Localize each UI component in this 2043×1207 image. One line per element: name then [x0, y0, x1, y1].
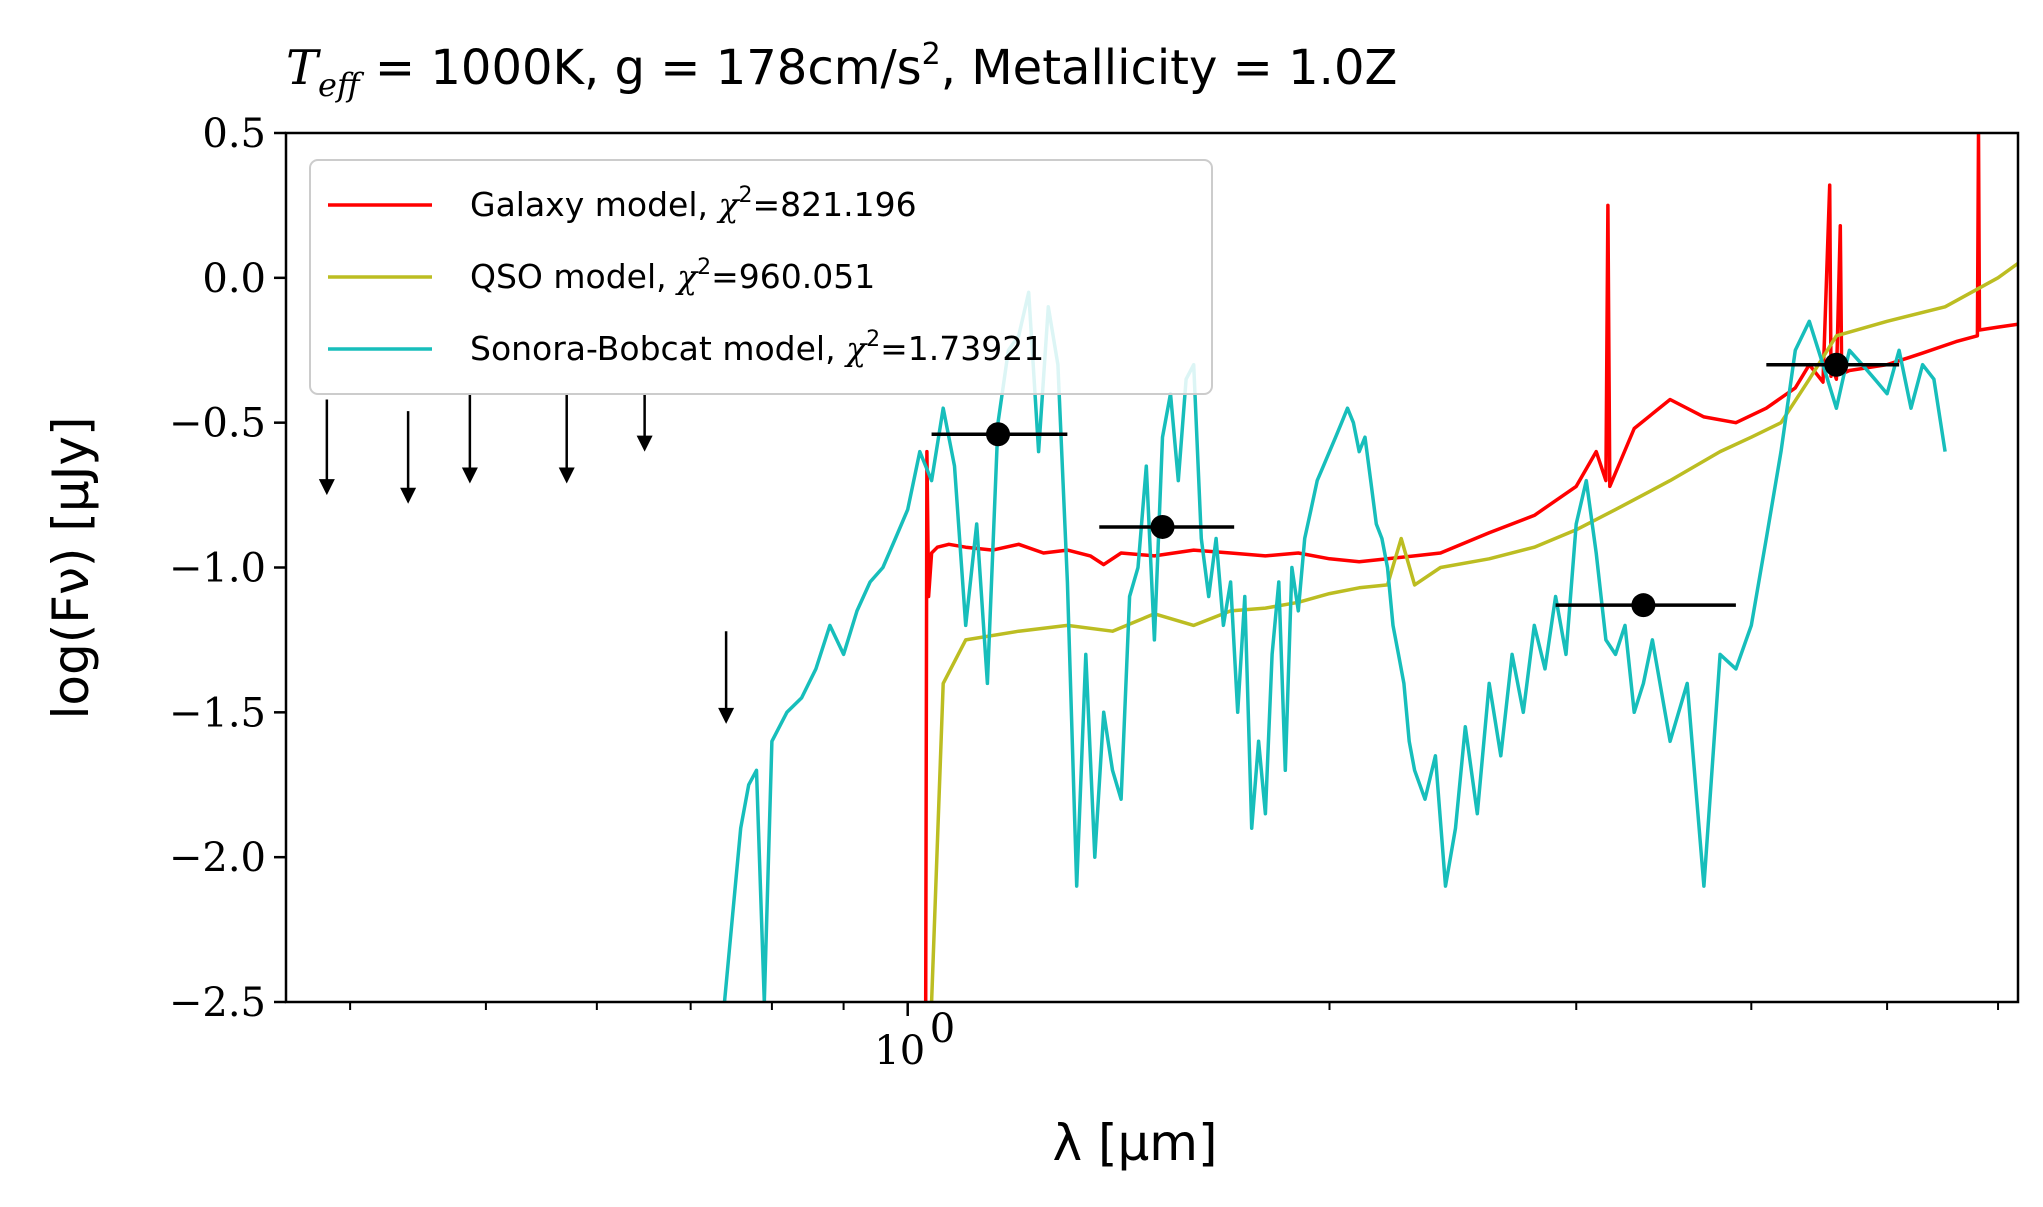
x-axis-label: λ [μm]	[1052, 1114, 1217, 1172]
y-tick-label-1: 0.0	[202, 256, 266, 302]
legend: Galaxy model, χ2=821.196 QSO model, χ2=96…	[309, 159, 1213, 395]
series-line-2	[722, 290, 1947, 1002]
x-tick-label-0: 10	[874, 1028, 925, 1074]
photometry-point-0	[986, 422, 1011, 447]
x-tick-exponent-0: 0	[930, 1006, 955, 1052]
legend-label-1: QSO model, χ2=960.051	[470, 255, 875, 296]
upper-limit-arrowhead-3	[558, 467, 575, 484]
title-tail: , Metallicity = 1.0Z	[941, 40, 1398, 96]
title-superscript: 2	[922, 37, 941, 72]
y-tick-label-6: −2.5	[169, 980, 266, 1026]
title-main: = 1000K, g = 178cm/s	[360, 40, 922, 96]
tick-layer: 0.5 0.0 −0.5 −1.0 −1.5 −2.0 −2.5 10 0	[169, 111, 2000, 1074]
legend-label-0: Galaxy model, χ2=821.196	[470, 183, 917, 224]
upper-limit-arrowhead-0	[318, 479, 335, 496]
y-tick-label-4: −1.5	[169, 690, 266, 736]
y-tick-label-3: −1.0	[169, 546, 266, 592]
y-tick-label-0: 0.5	[202, 111, 266, 157]
y-tick-label-2: −0.5	[169, 401, 266, 447]
series-line-1	[929, 261, 2018, 1002]
legend-items: Galaxy model, χ2=821.196 QSO model, χ2=96…	[328, 183, 1044, 368]
upper-limit-arrowhead-2	[461, 467, 478, 484]
marker-layer	[318, 352, 1900, 724]
upper-limit-arrowhead-4	[636, 435, 653, 452]
upper-limit-arrowhead-5	[718, 707, 735, 724]
y-tick-label-5: −2.0	[169, 835, 266, 881]
y-axis-label: log(Fν) [μJy]	[42, 417, 100, 720]
title-teff-subscript: eff	[318, 66, 365, 104]
photometry-point-2	[1631, 593, 1656, 618]
chart-title: Teff = 1000K, g = 178cm/s2, Metallicity …	[286, 37, 1397, 104]
photometry-point-3	[1824, 352, 1849, 377]
legend-label-2: Sonora-Bobcat model, χ2=1.73921	[470, 327, 1044, 368]
legend-box	[309, 159, 1213, 395]
title-teff-symbol: T	[286, 40, 321, 96]
photometry-point-1	[1150, 514, 1175, 539]
upper-limit-arrowhead-1	[400, 487, 417, 504]
